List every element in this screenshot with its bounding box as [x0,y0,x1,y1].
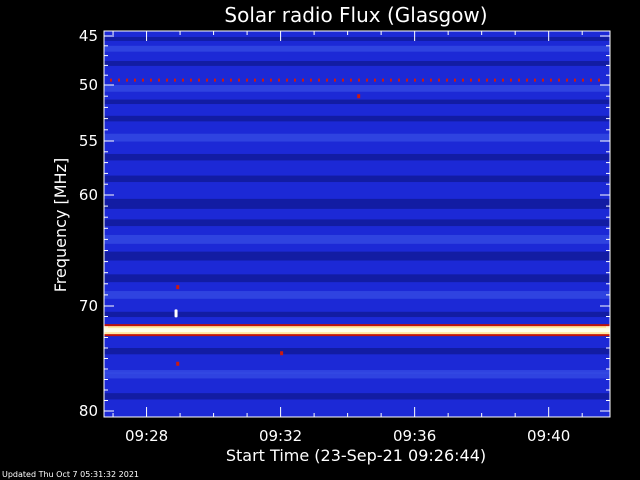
spectrogram-band [104,175,610,183]
x-tick-label: 09:32 [259,427,302,445]
y-tick-label: 50 [79,76,98,94]
x-axis-title: Start Time (23-Sep-21 09:26:44) [226,446,486,465]
x-tick-label: 09:36 [393,427,436,445]
spectrogram-band [104,311,610,318]
spectrogram-band [104,251,610,261]
spectrogram-band [104,348,610,355]
burst-spot [280,351,284,356]
chart-title: Solar radio Flux (Glasgow) [224,3,487,27]
plot-frame [103,30,611,418]
y-axis: 45 50 55 60 70 80 [79,27,610,420]
x-tick-label: 09:28 [125,427,168,445]
spectrogram-faint-line [104,372,610,375]
spectrogram-band [104,234,610,244]
y-tick-label: 45 [79,27,98,45]
burst-spot [176,361,180,366]
plot-layer [104,31,610,417]
y-tick-label: 70 [79,297,98,315]
plot-border [103,30,611,418]
y-tick-label: 80 [79,402,98,420]
x-tick-label: 09:40 [527,427,570,445]
spectrogram-band [104,153,610,161]
spectrogram-band [104,219,610,227]
spectrogram-band [104,36,610,41]
spectrogram-band [104,60,610,66]
spectrogram-band [104,85,610,92]
x-axis: 09:28 09:32 09:36 09:40 [112,31,583,445]
rfi-line-core [104,328,610,333]
y-tick-label: 60 [79,186,98,204]
y-tick-label: 55 [79,132,98,150]
white-blip [174,309,178,318]
spectrogram-band [104,370,610,379]
updated-timestamp: Updated Thu Oct 7 05:31:32 2021 [2,470,140,479]
y-axis-title: Frequency [MHz] [51,158,70,292]
spectrogram-band [104,133,610,142]
spectrogram-band [104,45,610,52]
spectrogram-band [104,99,610,105]
spectrogram-band [104,393,610,400]
spectrogram-band [104,274,610,283]
spectrogram-band [104,198,610,209]
burst-spot [357,94,361,99]
spectrogram-band [104,291,610,299]
burst-spot [176,285,180,290]
spectrogram-band [104,115,610,122]
